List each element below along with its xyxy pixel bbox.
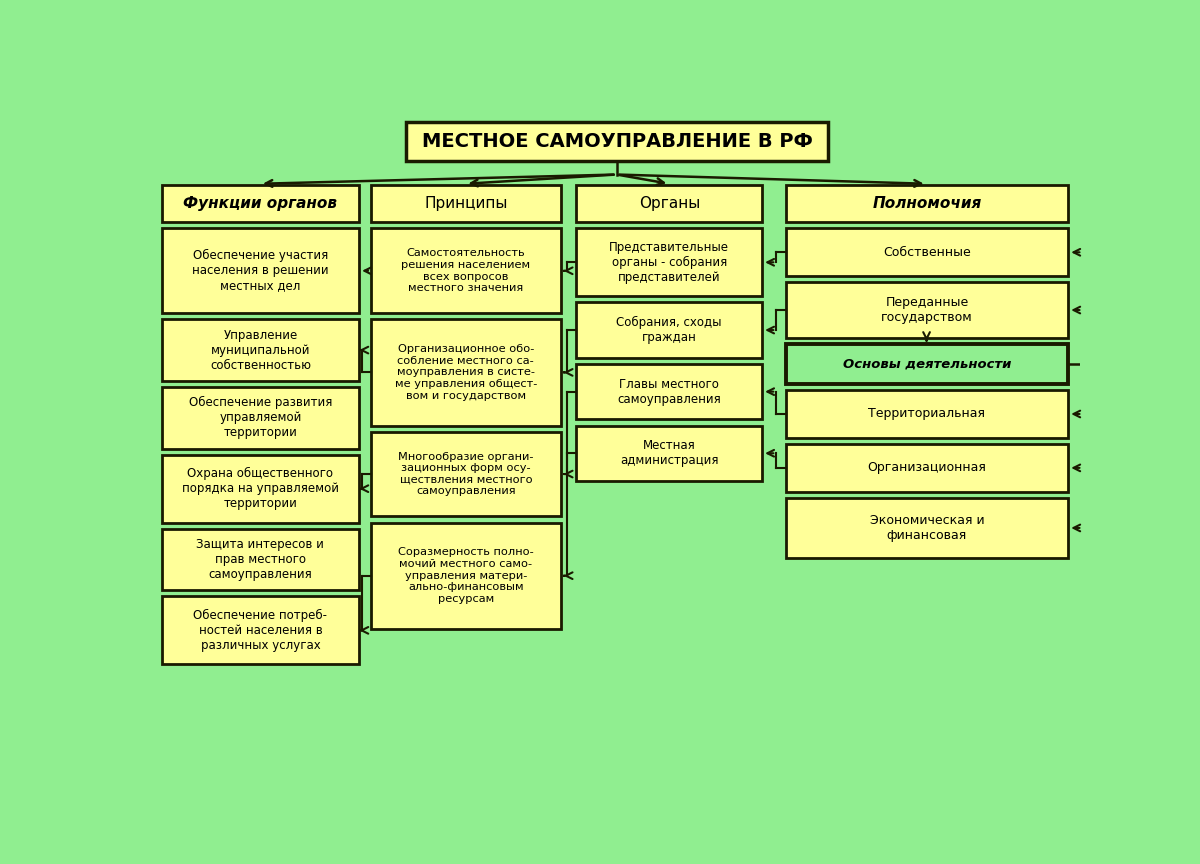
Text: Обеспечение участия
населения в решении
местных дел: Обеспечение участия населения в решении …: [192, 249, 329, 292]
Text: Многообразие органи-
зационных форм осу-
ществления местного
самоуправления: Многообразие органи- зационных форм осу-…: [398, 452, 534, 497]
FancyBboxPatch shape: [162, 596, 359, 664]
Text: Обеспечение потреб-
ностей населения в
различных услугах: Обеспечение потреб- ностей населения в р…: [193, 609, 328, 652]
FancyBboxPatch shape: [786, 283, 1068, 338]
Text: Собственные: Собственные: [883, 245, 971, 259]
FancyBboxPatch shape: [576, 426, 762, 481]
Text: Полномочия: Полномочия: [872, 196, 982, 212]
Text: Защита интересов и
прав местного
самоуправления: Защита интересов и прав местного самоупр…: [197, 538, 324, 581]
Text: Охрана общественного
порядка на управляемой
территории: Охрана общественного порядка на управляе…: [182, 467, 338, 511]
Text: Представительные
органы - собрания
представителей: Представительные органы - собрания предс…: [610, 241, 730, 284]
Text: Обеспечение развития
управляемой
территории: Обеспечение развития управляемой террито…: [188, 397, 332, 440]
FancyBboxPatch shape: [786, 498, 1068, 558]
FancyBboxPatch shape: [162, 320, 359, 381]
FancyBboxPatch shape: [371, 185, 560, 222]
Text: Экономическая и
финансовая: Экономическая и финансовая: [870, 514, 984, 542]
Text: Главы местного
самоуправления: Главы местного самоуправления: [617, 378, 721, 406]
FancyBboxPatch shape: [162, 185, 359, 222]
FancyBboxPatch shape: [786, 444, 1068, 492]
FancyBboxPatch shape: [162, 529, 359, 590]
Text: Территориальная: Территориальная: [869, 408, 985, 421]
Text: Соразмерность полно-
мочий местного само-
управления матери-
ально-финансовым
ре: Соразмерность полно- мочий местного само…: [398, 548, 534, 604]
FancyBboxPatch shape: [576, 302, 762, 358]
FancyBboxPatch shape: [371, 228, 560, 313]
Text: Организационное обо-
собление местного са-
моуправления в систе-
ме управления о: Организационное обо- собление местного с…: [395, 344, 538, 401]
Text: Организационная: Организационная: [868, 461, 986, 474]
FancyBboxPatch shape: [786, 228, 1068, 276]
FancyBboxPatch shape: [371, 523, 560, 629]
Text: Основы деятельности: Основы деятельности: [842, 358, 1012, 371]
FancyBboxPatch shape: [371, 432, 560, 517]
Text: Функции органов: Функции органов: [184, 196, 337, 212]
FancyBboxPatch shape: [576, 228, 762, 296]
FancyBboxPatch shape: [786, 391, 1068, 438]
FancyBboxPatch shape: [786, 344, 1068, 384]
Text: Местная
администрация: Местная администрация: [620, 439, 719, 467]
Text: Управление
муниципальной
собственностью: Управление муниципальной собственностью: [210, 328, 311, 372]
Text: Самостоятельность
решения населением
всех вопросов
местного значения: Самостоятельность решения населением все…: [401, 248, 530, 293]
FancyBboxPatch shape: [371, 320, 560, 426]
Text: МЕСТНОЕ САМОУПРАВЛЕНИЕ В РФ: МЕСТНОЕ САМОУПРАВЛЕНИЕ В РФ: [421, 132, 812, 151]
FancyBboxPatch shape: [576, 364, 762, 419]
FancyBboxPatch shape: [162, 387, 359, 448]
Text: Переданные
государством: Переданные государством: [881, 296, 973, 324]
FancyBboxPatch shape: [786, 185, 1068, 222]
FancyBboxPatch shape: [406, 122, 828, 161]
Text: Органы: Органы: [638, 196, 700, 212]
Text: Собрания, сходы
граждан: Собрания, сходы граждан: [617, 316, 722, 344]
FancyBboxPatch shape: [162, 228, 359, 313]
Text: Принципы: Принципы: [424, 196, 508, 212]
FancyBboxPatch shape: [162, 454, 359, 523]
FancyBboxPatch shape: [576, 185, 762, 222]
